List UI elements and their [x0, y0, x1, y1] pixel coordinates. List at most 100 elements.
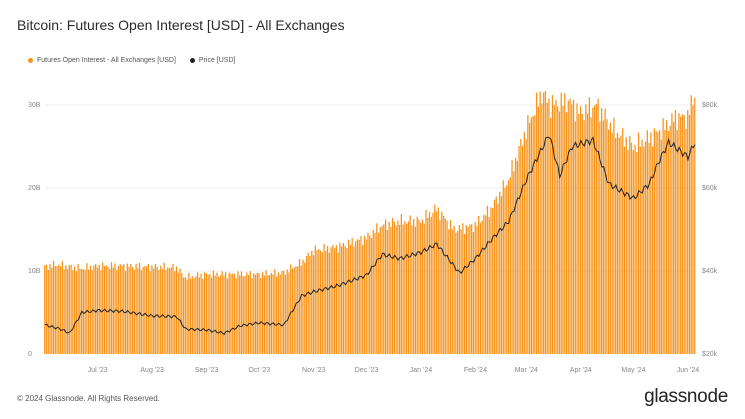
open-interest-bar	[284, 274, 287, 354]
open-interest-bar	[451, 229, 453, 354]
open-interest-bar	[562, 105, 564, 354]
open-interest-bar	[348, 239, 350, 354]
open-interest-bar	[681, 114, 684, 354]
open-interest-bar	[406, 223, 408, 354]
open-interest-bar	[611, 132, 613, 354]
open-interest-bar	[344, 245, 346, 354]
open-interest-bar	[184, 277, 186, 354]
open-interest-bar	[135, 263, 137, 354]
open-interest-bar	[667, 130, 670, 354]
open-interest-bar	[567, 100, 569, 354]
open-interest-bar	[680, 116, 682, 354]
open-interest-bar	[75, 271, 78, 354]
open-interest-bar	[678, 113, 680, 355]
open-interest-bar	[288, 272, 290, 354]
open-interest-bar	[609, 122, 612, 354]
open-interest-bar	[260, 277, 262, 354]
open-interest-bar	[305, 255, 308, 354]
open-interest-bar	[499, 191, 501, 354]
open-interest-bar	[140, 270, 143, 354]
open-interest-bar	[576, 103, 578, 354]
open-interest-bar	[391, 217, 394, 354]
open-interest-bar	[189, 278, 192, 354]
open-interest-bar	[444, 218, 446, 354]
open-interest-bar	[453, 225, 455, 354]
open-interest-bar	[390, 226, 392, 354]
open-interest-bar	[182, 277, 185, 354]
open-interest-bar	[458, 225, 460, 354]
open-interest-bar	[117, 265, 120, 354]
open-interest-bar	[274, 269, 276, 354]
open-interest-bar	[532, 116, 534, 354]
open-interest-bar	[616, 133, 619, 354]
open-interest-bar	[65, 265, 67, 354]
open-interest-bar	[156, 266, 158, 354]
x-tick-label: Apr '24	[570, 367, 592, 374]
x-tick-label: Jan '24	[410, 367, 432, 374]
open-interest-bar	[258, 272, 260, 354]
open-interest-bar	[328, 252, 330, 354]
open-interest-bar	[161, 269, 164, 354]
open-interest-bar	[506, 184, 508, 354]
open-interest-bar	[553, 105, 555, 354]
x-tick-label: Nov '23	[302, 367, 326, 374]
open-interest-bar	[276, 276, 278, 354]
open-interest-bar	[58, 264, 60, 354]
open-interest-bar	[606, 119, 608, 355]
open-interest-bar	[565, 112, 568, 354]
open-interest-bar	[427, 217, 429, 354]
open-interest-bar	[539, 91, 541, 355]
y-left-tick-label: 30B	[28, 102, 41, 109]
open-interest-bar	[599, 121, 601, 354]
open-interest-bar	[541, 103, 543, 354]
open-interest-bar	[137, 267, 139, 354]
open-interest-bar	[479, 222, 482, 354]
open-interest-bar	[425, 210, 427, 354]
open-interest-bar	[483, 214, 485, 354]
x-tick-label: Oct '23	[248, 367, 270, 374]
y-left-tick-label: 20B	[28, 185, 41, 192]
open-interest-bar	[263, 275, 265, 354]
open-interest-bar	[490, 207, 492, 354]
legend-item-open-interest[interactable]: Futures Open Interest - All Exchanges [U…	[28, 57, 176, 64]
open-interest-bar	[636, 152, 638, 354]
open-interest-bar	[73, 266, 76, 354]
open-interest-bar	[432, 212, 434, 354]
open-interest-bar	[588, 97, 590, 354]
open-interest-bar	[240, 271, 243, 354]
open-interest-bar	[239, 275, 241, 354]
open-interest-bar	[175, 266, 178, 354]
open-interest-bar	[293, 267, 295, 354]
open-interest-bar	[476, 225, 478, 354]
x-tick-label: Jun '24	[677, 367, 699, 374]
open-interest-bar	[362, 245, 364, 354]
open-interest-bar	[168, 268, 171, 354]
open-interest-bar	[298, 258, 301, 354]
open-interest-bar	[413, 219, 415, 354]
open-interest-bar	[249, 271, 251, 354]
open-interest-bar	[107, 267, 109, 354]
open-interest-bar	[423, 223, 425, 354]
open-interest-bar	[409, 215, 411, 354]
open-interest-bar	[646, 130, 648, 354]
open-interest-bar	[158, 270, 160, 354]
open-interest-bar	[209, 274, 211, 354]
legend-item-price[interactable]: Price [USD]	[189, 57, 235, 64]
open-interest-bar	[295, 266, 297, 354]
open-interest-bar	[351, 238, 353, 354]
open-interest-bar	[170, 267, 172, 354]
open-interest-bar	[493, 199, 496, 354]
open-interest-bar	[346, 247, 348, 354]
open-interest-bar	[91, 270, 93, 354]
open-interest-bar	[202, 278, 204, 354]
open-interest-bar	[472, 231, 475, 354]
open-interest-bar	[386, 229, 388, 354]
open-interest-bar	[521, 145, 524, 354]
open-interest-bar	[648, 142, 650, 354]
open-interest-bar	[434, 204, 436, 354]
open-interest-bar	[618, 137, 620, 354]
open-interest-bar	[207, 274, 209, 354]
open-interest-bar	[84, 269, 86, 354]
open-interest-bar	[627, 149, 629, 354]
open-interest-bar	[144, 266, 146, 354]
